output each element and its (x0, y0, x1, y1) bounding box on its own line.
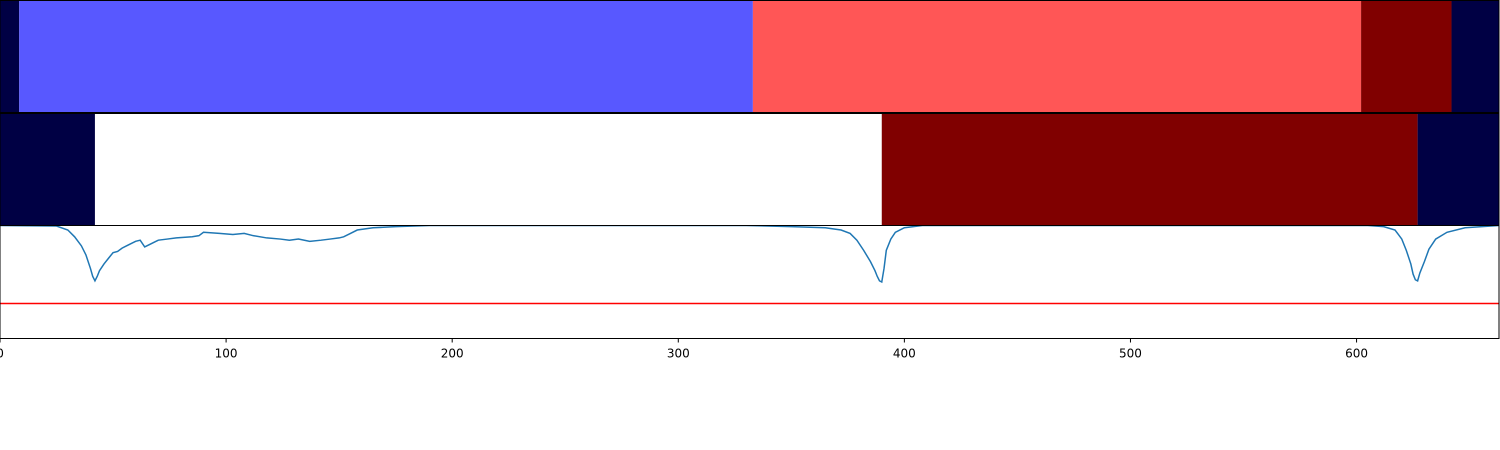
segment-4 (1451, 0, 1499, 113)
segment-panel-top (0, 0, 1500, 113)
x-tick-label: 600 (1345, 347, 1368, 361)
x-tick-label: 200 (441, 347, 464, 361)
x-tick-label: 500 (1119, 347, 1142, 361)
x-tick-label: 100 (215, 347, 238, 361)
panel-frame (0, 0, 1500, 113)
segment-3 (1361, 0, 1452, 113)
x-axis: 0 100 200 300 400 500 600 (0, 338, 1368, 361)
segment-1 (94, 113, 882, 226)
x-tick-label: 400 (893, 347, 916, 361)
series-group (0, 225, 1499, 305)
segment-2 (881, 113, 1418, 226)
series-line-0 (0, 225, 1499, 284)
line-panel-bottom (0, 225, 1500, 339)
panel-frame (0, 225, 1500, 339)
x-tick-label: 300 (667, 347, 690, 361)
segment-1 (19, 0, 753, 113)
segment-3 (1417, 113, 1499, 226)
segment-panel-middle (0, 113, 1500, 226)
segment-0 (0, 0, 20, 113)
segment-2 (752, 0, 1362, 113)
segment-0 (0, 113, 95, 226)
x-tick-label: 0 (0, 347, 4, 361)
